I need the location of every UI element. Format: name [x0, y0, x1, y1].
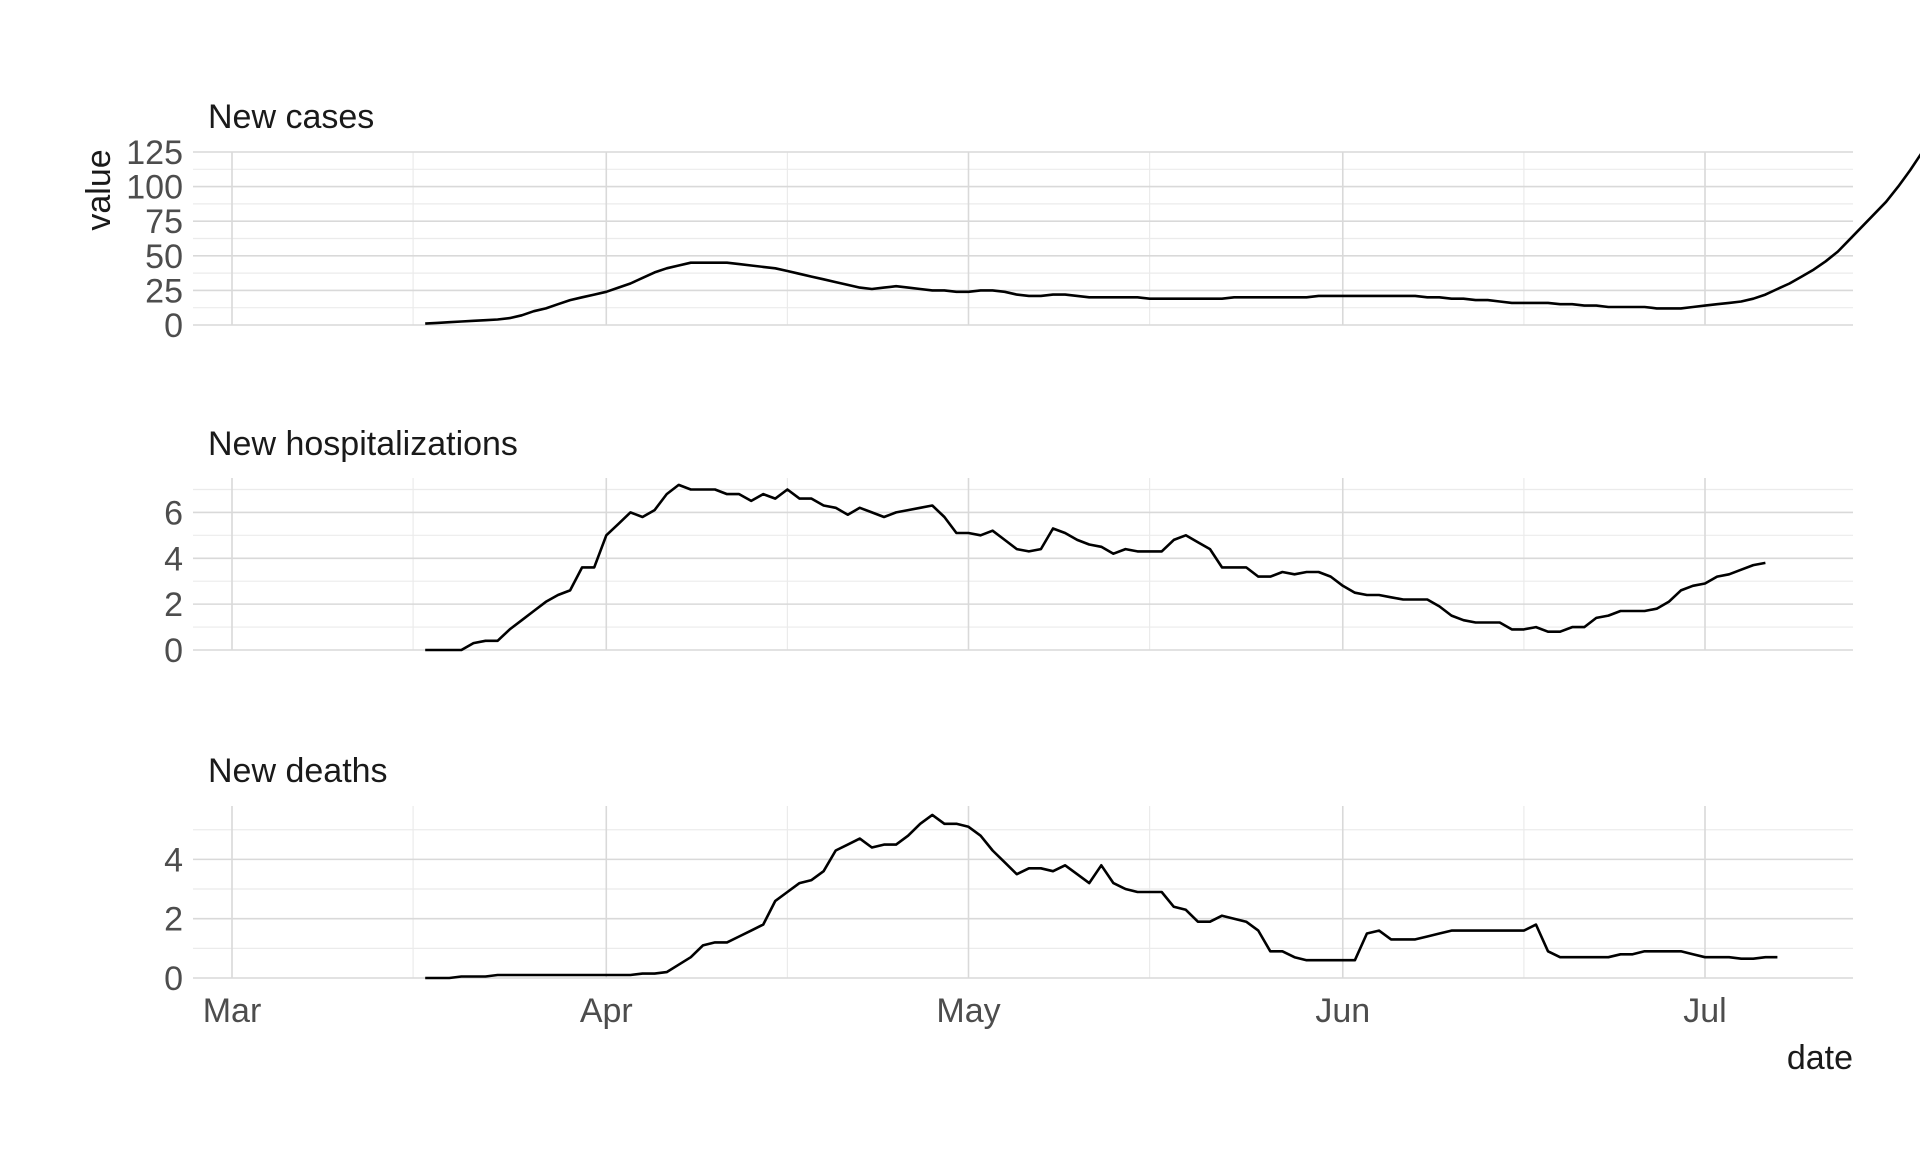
series-line-1 — [425, 153, 1920, 325]
panel-3: 0 2 4 New deaths — [164, 752, 1853, 998]
y-tick-label: 0 — [164, 632, 183, 670]
panel-title: New hospitalizations — [208, 425, 518, 463]
x-tick-label: May — [936, 992, 1000, 1030]
y-tick-label: 4 — [164, 841, 183, 879]
y-tick-label: 0 — [164, 960, 183, 998]
panel-title: New cases — [208, 98, 374, 136]
y-tick-label: 2 — [164, 901, 183, 939]
x-tick-label: Apr — [580, 992, 633, 1030]
series-line-3 — [425, 813, 1778, 980]
y-tick-label: 4 — [164, 540, 183, 578]
x-tick-label: Jun — [1315, 992, 1370, 1030]
panel-title: New deaths — [208, 752, 388, 790]
y-axis-title: value — [80, 149, 118, 230]
y-tick-label: 0 — [164, 307, 183, 345]
x-axis-title: date — [1787, 1039, 1853, 1077]
series-line-2 — [425, 483, 1766, 652]
y-tick-label: 50 — [145, 238, 183, 276]
panel-2: 0 2 4 6 New hospitalizations — [164, 425, 1853, 670]
x-tick-label: Jul — [1683, 992, 1726, 1030]
y-tick-label: 125 — [126, 134, 183, 172]
y-tick-label: 2 — [164, 586, 183, 624]
y-tick-label: 25 — [145, 272, 183, 310]
y-tick-label: 6 — [164, 494, 183, 532]
y-tick-label: 100 — [126, 169, 183, 207]
x-tick-label: Mar — [203, 992, 262, 1030]
y-tick-label: 75 — [145, 203, 183, 241]
